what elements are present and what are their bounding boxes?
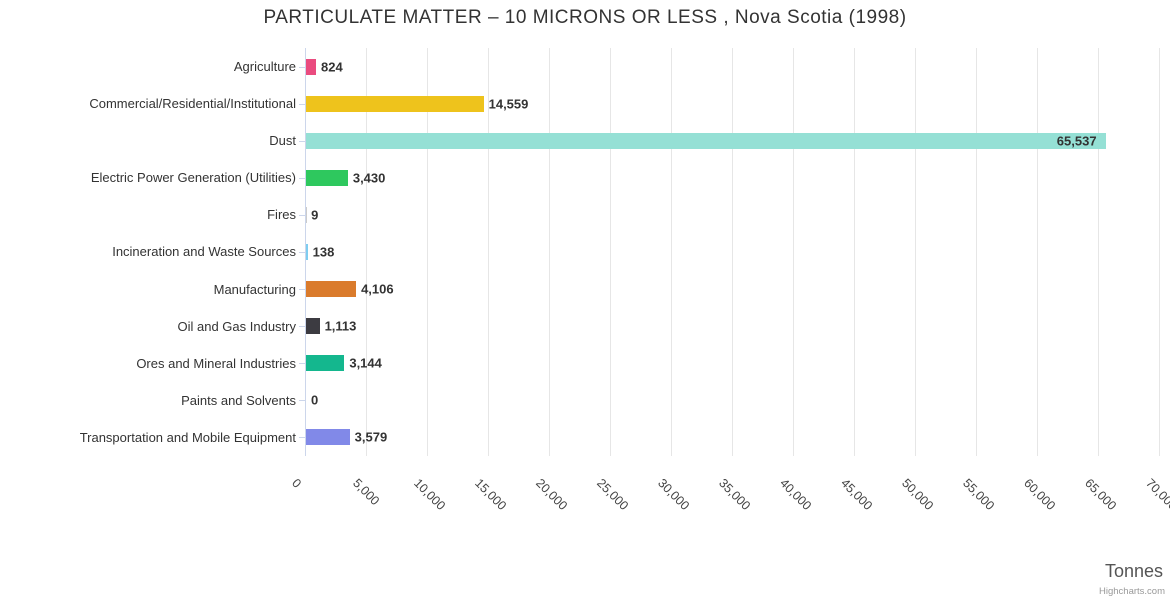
y-axis-tick (299, 326, 305, 328)
value-label: 3,579 (354, 429, 388, 445)
bar[interactable] (306, 281, 357, 298)
x-axis-tick-label: 5,000 (350, 476, 383, 509)
gridline (610, 48, 611, 456)
x-axis-tick-label: 20,000 (533, 476, 571, 513)
category-label: Agriculture (233, 59, 296, 75)
x-axis-tick-label: 35,000 (716, 476, 754, 513)
bar[interactable] (306, 318, 320, 335)
chart-title: PARTICULATE MATTER – 10 MICRONS OR LESS … (263, 7, 907, 28)
gridline (854, 48, 855, 456)
value-label: 4,106 (361, 281, 394, 297)
x-axis-tick-label: 10,000 (411, 476, 449, 513)
bar[interactable] (306, 95, 484, 112)
gridline (549, 48, 550, 456)
y-axis-tick (299, 140, 305, 142)
x-axis-tick-label: 50,000 (899, 476, 937, 513)
category-label: Transportation and Mobile Equipment (79, 429, 296, 445)
y-axis-line (305, 48, 306, 456)
x-axis-tick-label: 15,000 (472, 476, 510, 513)
value-label: 3,144 (349, 355, 382, 371)
bar[interactable] (306, 58, 317, 75)
y-axis-tick (299, 400, 305, 402)
x-axis-tick-label: 45,000 (838, 476, 876, 513)
gridline (1037, 48, 1038, 456)
gridline (366, 48, 367, 456)
x-axis-tick-label: 25,000 (594, 476, 632, 513)
gridline (427, 48, 428, 456)
category-label: Oil and Gas Industry (177, 318, 297, 334)
category-label: Ores and Mineral Industries (136, 355, 296, 371)
bar[interactable] (306, 132, 1106, 149)
gridline (793, 48, 794, 456)
y-axis-tick (299, 363, 305, 365)
bar[interactable] (306, 244, 308, 260)
x-axis-title: Tonnes (1104, 561, 1163, 581)
y-axis-tick (299, 103, 305, 105)
y-axis-tick (299, 252, 305, 253)
category-label: Manufacturing (213, 281, 296, 297)
bar[interactable] (306, 355, 345, 372)
x-axis-tick-label: 30,000 (655, 476, 693, 513)
category-label: Incineration and Waste Sources (112, 244, 296, 260)
category-label: Dust (269, 133, 296, 149)
gridline (1098, 48, 1099, 456)
value-label: 9 (311, 207, 319, 223)
gridline (1159, 48, 1160, 456)
gridline (488, 48, 489, 456)
bar[interactable] (306, 169, 348, 186)
y-axis-tick (299, 214, 305, 216)
value-label: 14,559 (488, 96, 529, 112)
value-label: 138 (312, 244, 335, 260)
value-label: 1,113 (324, 318, 357, 334)
value-label: 824 (321, 59, 343, 75)
gridline (732, 48, 733, 456)
category-label: Fires (267, 207, 296, 223)
x-axis-tick-label: 60,000 (1021, 476, 1059, 513)
value-label: 65,537 (1056, 133, 1097, 149)
x-axis-tick-label: 70,000 (1143, 476, 1170, 513)
gridline (671, 48, 672, 456)
x-axis-tick-label: 40,000 (777, 476, 815, 513)
highcharts-credit-link[interactable]: Highcharts.com (1099, 586, 1165, 597)
y-axis-tick (299, 66, 305, 68)
x-axis-tick-label: 0 (289, 476, 304, 491)
value-label: 3,430 (352, 170, 386, 186)
x-axis-tick-label: 65,000 (1082, 476, 1120, 513)
value-label: 0 (311, 392, 319, 408)
category-label: Electric Power Generation (Utilities) (90, 170, 296, 186)
y-axis-tick (299, 437, 305, 439)
y-axis-tick (299, 289, 305, 291)
category-label: Commercial/Residential/Institutional (89, 96, 296, 112)
category-label: Paints and Solvents (181, 392, 296, 408)
x-axis-tick-label: 55,000 (960, 476, 998, 513)
gridline (976, 48, 977, 456)
y-axis-tick (299, 177, 305, 179)
bar[interactable] (306, 429, 350, 446)
gridline (915, 48, 916, 456)
